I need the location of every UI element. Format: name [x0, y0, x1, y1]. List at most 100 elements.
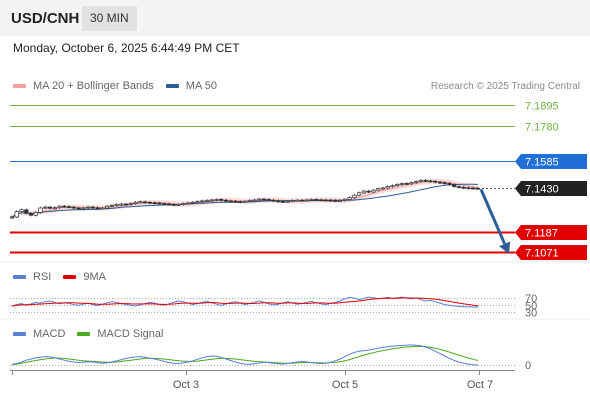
candle-body [366, 190, 371, 193]
candle-body [171, 204, 176, 206]
candle-body [204, 200, 210, 202]
candle-body [142, 201, 148, 204]
level-label-box [515, 245, 587, 260]
ma9-swatch [63, 275, 77, 279]
candle-body [38, 207, 43, 213]
forecast-arrow-shaft [479, 188, 506, 245]
candle-body [147, 201, 153, 204]
candle-body [437, 181, 443, 184]
candle-body [219, 199, 224, 201]
candle-body [333, 200, 338, 202]
candle-body [195, 201, 200, 203]
candle-body [395, 184, 400, 186]
chart-header: USD/CNH 30 MIN [0, 0, 590, 36]
candle-body [314, 199, 319, 201]
candle-body [337, 200, 343, 202]
candle-body [466, 187, 471, 190]
candle-body [152, 202, 157, 205]
level-label-7.1780: 7.1780 [525, 122, 559, 134]
level-label-7.1430: 7.1430 [525, 184, 559, 196]
x-tick-label: Oct 5 [332, 379, 358, 391]
candle-body [114, 204, 119, 206]
candle-body [100, 207, 105, 210]
candle-body [461, 186, 466, 189]
x-tick-label: Oct 3 [173, 379, 199, 391]
candle-body [304, 199, 309, 202]
x-tick-label: Oct 7 [467, 379, 493, 391]
candle-body [299, 199, 305, 202]
candle-body [81, 207, 86, 210]
candle-body [285, 200, 290, 203]
candle-body [28, 213, 34, 216]
level-label-7.1585: 7.1585 [525, 157, 559, 169]
candle-body [181, 203, 186, 205]
candle-body [271, 199, 276, 202]
symbol-title: USD/CNH [11, 10, 80, 27]
candle-body [447, 183, 452, 185]
candle-body [380, 187, 386, 190]
candle-body [290, 200, 295, 202]
candle-body [128, 203, 134, 205]
macd-tick-label: 0 [525, 360, 531, 372]
candle-body [423, 179, 428, 182]
candle-body [385, 186, 390, 189]
candle-body [162, 203, 167, 205]
candle-body [85, 206, 91, 209]
level-label-7.1895: 7.1895 [525, 101, 559, 113]
rsi-swatch [13, 275, 26, 279]
macd-signal-line [11, 345, 479, 366]
rsi-tick-label: 50 [525, 300, 537, 312]
candle-body [433, 180, 438, 183]
candle-body [414, 181, 419, 184]
level-label-box [515, 154, 587, 169]
candle-body [247, 200, 252, 202]
candle-body [328, 199, 333, 202]
candle-body [119, 203, 124, 206]
candle-body [352, 194, 357, 199]
candle-body [123, 203, 129, 206]
level-label-7.1071: 7.1071 [525, 248, 559, 260]
candle-body [66, 206, 72, 208]
candle-body [33, 212, 38, 216]
candle-body [280, 201, 286, 203]
candle-body [409, 182, 414, 185]
macd-signal-swatch [77, 332, 91, 336]
candle-body [76, 207, 81, 210]
candle-body [242, 200, 248, 203]
bollinger-band [12, 178, 478, 220]
candle-body [166, 203, 172, 206]
candle-body [361, 190, 367, 194]
candle-body [19, 209, 24, 212]
candle-body [228, 200, 233, 203]
candle-body [71, 206, 76, 209]
main-legend: MA 20 + Bollinger Bands MA 50 [13, 80, 217, 92]
candle-body [257, 198, 262, 201]
candle-body [428, 180, 433, 183]
candle-body [266, 199, 271, 201]
level-label-box [515, 181, 587, 196]
candle-body [95, 207, 100, 210]
rsi-ma-line [11, 297, 479, 307]
level-label-box [515, 225, 587, 240]
interval-button[interactable]: 30 MIN [82, 6, 137, 31]
candle-body [233, 200, 238, 203]
candle-body [238, 201, 243, 203]
candle-body [309, 199, 314, 201]
timestamp: Monday, October 6, 2025 6:44:49 PM CET [13, 41, 240, 55]
research-credit: Research © 2025 Trading Central [430, 81, 580, 92]
candle-body [62, 205, 67, 208]
macd-swatch [13, 332, 26, 336]
candle-body [57, 205, 62, 208]
candle-body [138, 201, 143, 204]
candle-body [404, 183, 409, 185]
candle-body [261, 198, 267, 201]
candle-body [323, 199, 328, 202]
candle-body [399, 183, 405, 185]
macd-line [11, 344, 479, 366]
candle-body [252, 199, 257, 202]
candle-body [47, 206, 53, 209]
candle-body [475, 187, 481, 190]
rsi-legend-label: RSI [33, 271, 52, 283]
candle-body [375, 188, 381, 191]
